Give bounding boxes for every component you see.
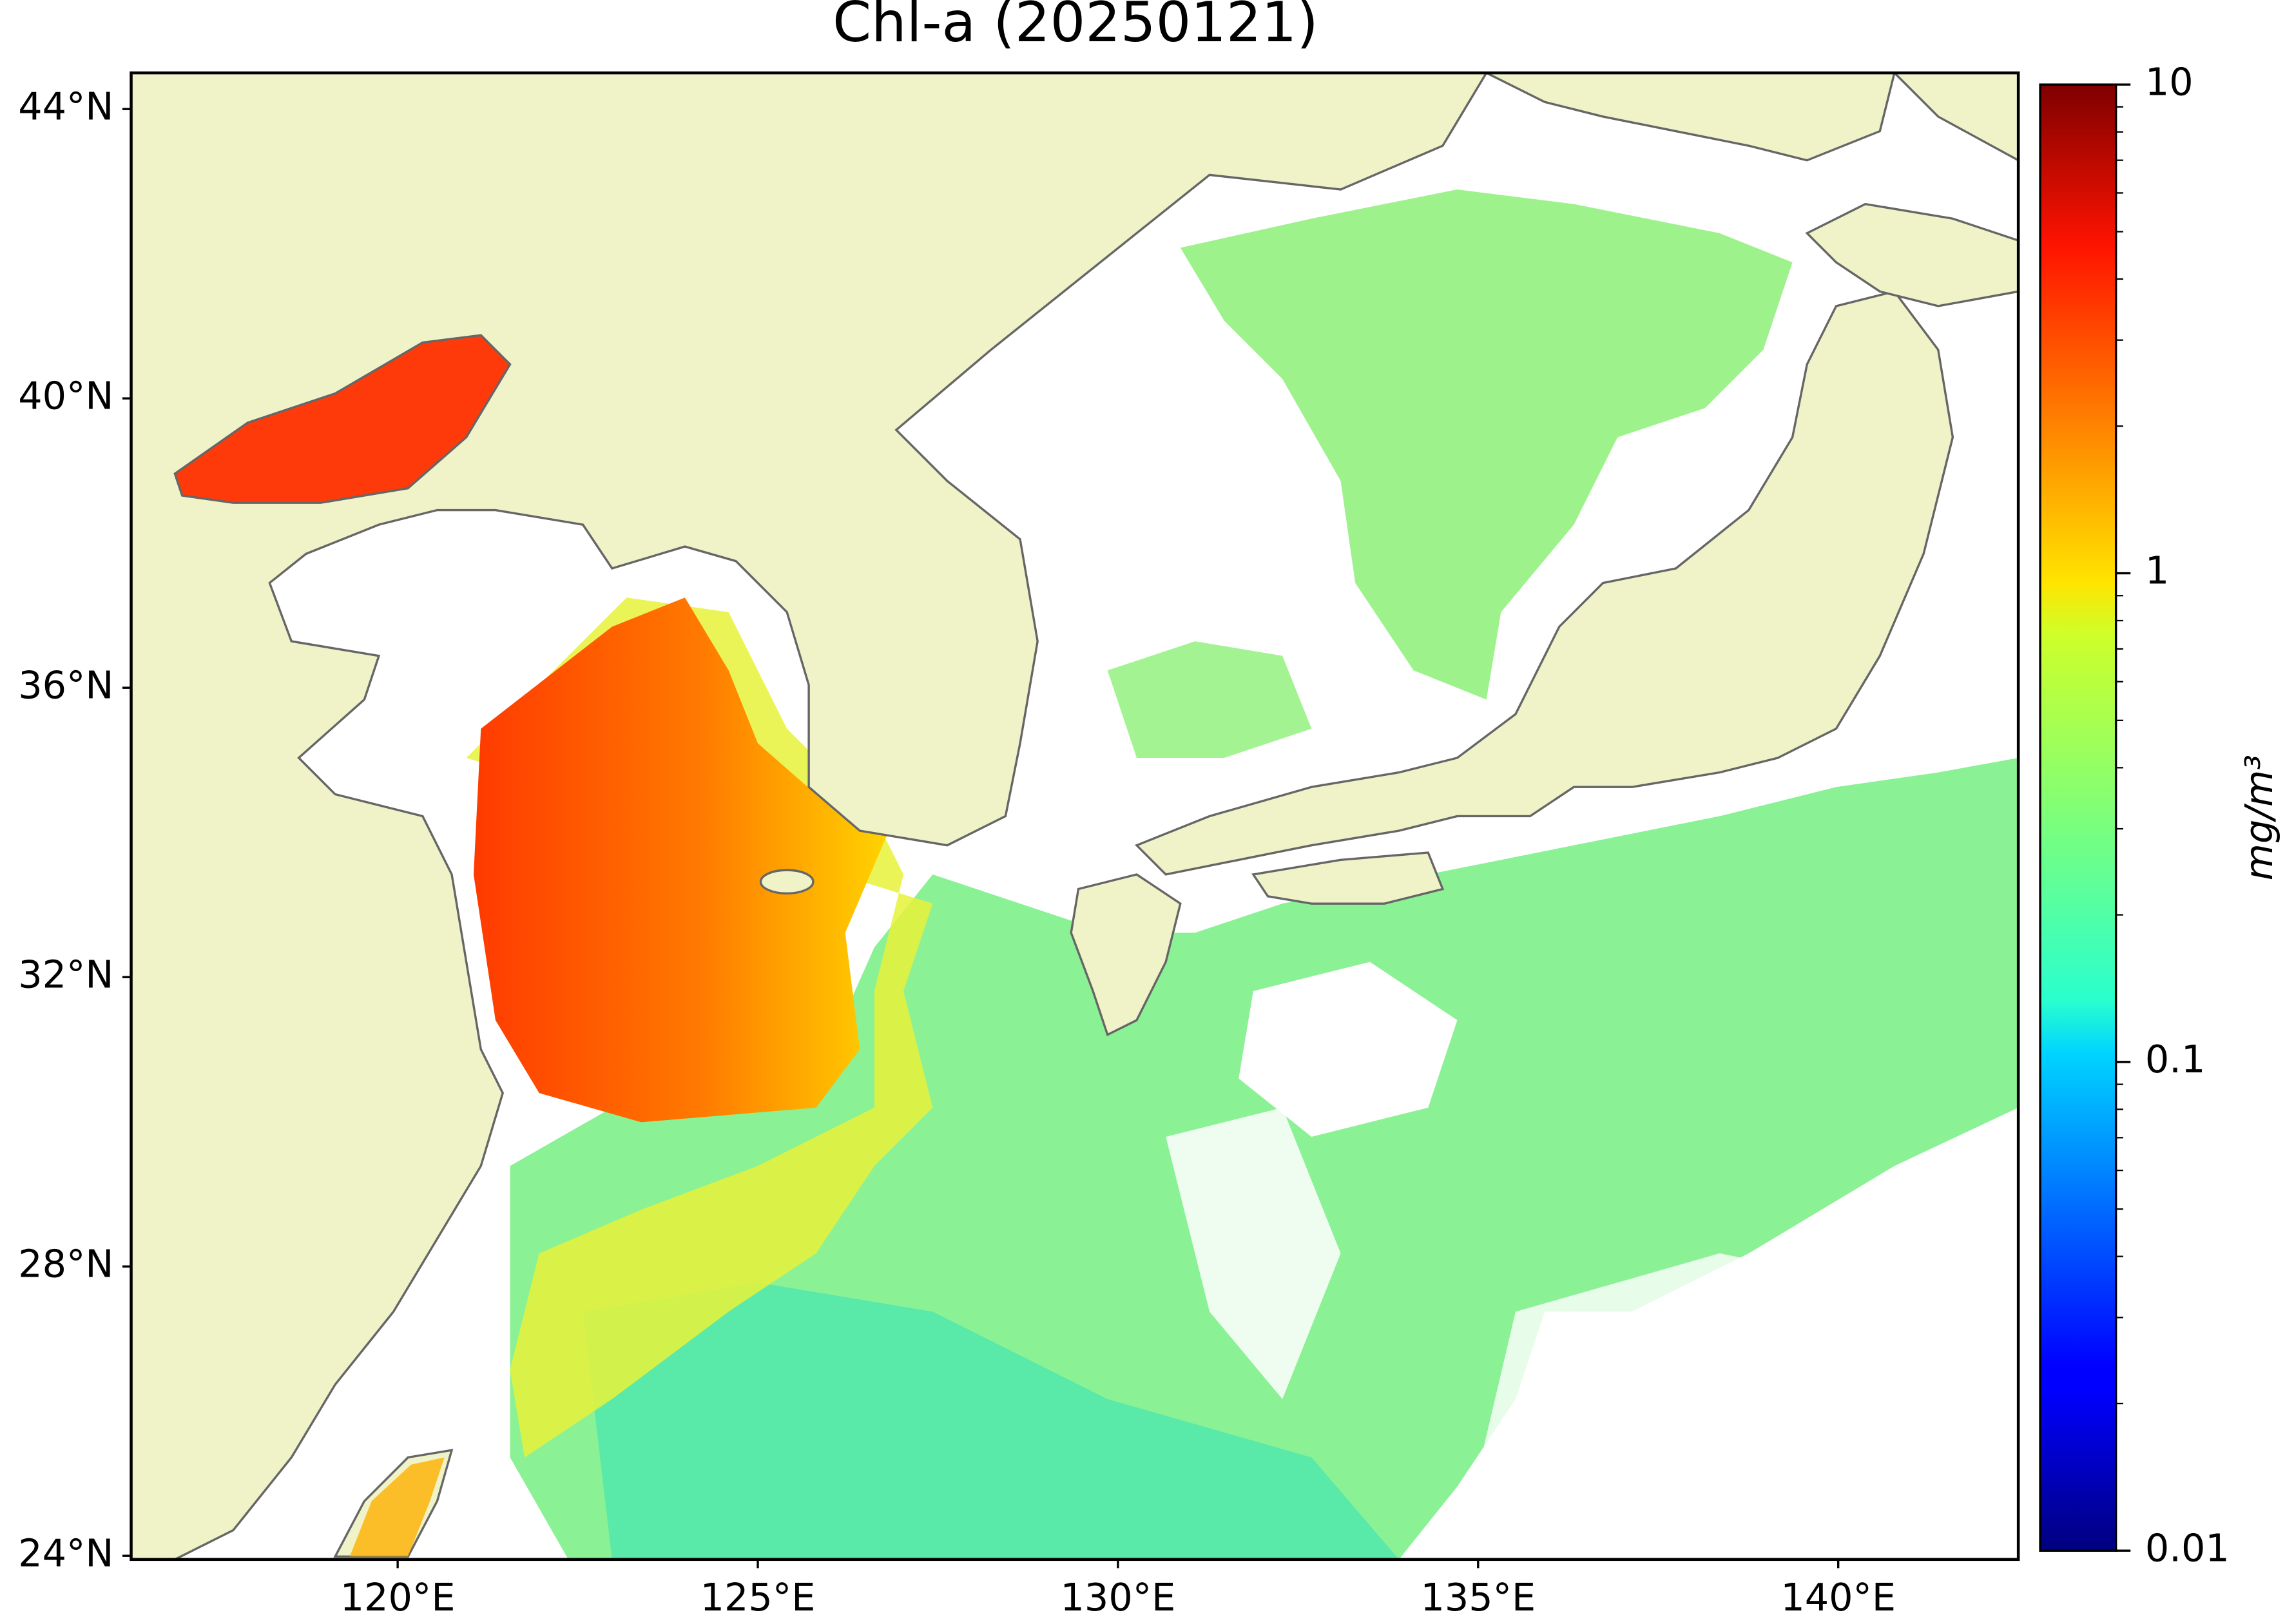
y-tick-label: 36°N (18, 662, 113, 707)
y-tick-label: 40°N (18, 373, 113, 418)
chl-field (173, 334, 512, 504)
jeju (759, 869, 815, 894)
x-tick-label: 140°E (1780, 1575, 1896, 1619)
colorbar-bar (2039, 83, 2117, 1552)
x-tick-label: 135°E (1420, 1575, 1536, 1619)
y-tick-label: 24°N (18, 1531, 113, 1575)
colorbar-tick-label: 0.1 (2145, 1037, 2205, 1081)
honshu (1134, 290, 1954, 876)
y-tick-label: 44°N (18, 84, 113, 128)
cloud-gap (1457, 1253, 2019, 1560)
land-northeast (1485, 73, 1896, 162)
mainland (131, 73, 1488, 1560)
axes: 120°E 125°E 130°E 135°E 140°E 24°N 28°N 32°N 36°… (18, 84, 1896, 1619)
chl-field (583, 1282, 1400, 1560)
x-tick-label: 120°E (340, 1575, 456, 1619)
chl-field (1107, 641, 1312, 758)
x-tick-label: 130°E (1061, 1575, 1176, 1619)
hokkaido (1805, 202, 2019, 307)
x-tick-label: 125°E (700, 1575, 816, 1619)
colorbar-label: mg/m³ (2237, 755, 2281, 880)
colorbar-tick-label: 10 (2145, 59, 2193, 104)
sakhalin (1893, 73, 2019, 162)
y-tick-label: 28°N (18, 1241, 113, 1286)
colorbar: mg/m³ 0.01 0.1 1 10 (2039, 59, 2281, 1570)
kyushu (1070, 873, 1182, 1037)
chl-field (1180, 189, 1793, 700)
chl-field (473, 597, 889, 1123)
shikoku (1251, 851, 1445, 905)
cloud-gap (1239, 962, 1458, 1137)
chl-field (349, 1457, 445, 1557)
colorbar-tick-label: 1 (2145, 548, 2169, 593)
land (131, 73, 2019, 1560)
plot-frame (130, 71, 2020, 1561)
chart-title: Chl-a (20250121) (833, 0, 1318, 55)
colorbar-tick-label: 0.01 (2145, 1525, 2230, 1570)
map-area (131, 73, 2019, 1560)
cloud-gap (1166, 1107, 1341, 1400)
y-tick-label: 32°N (18, 952, 113, 996)
